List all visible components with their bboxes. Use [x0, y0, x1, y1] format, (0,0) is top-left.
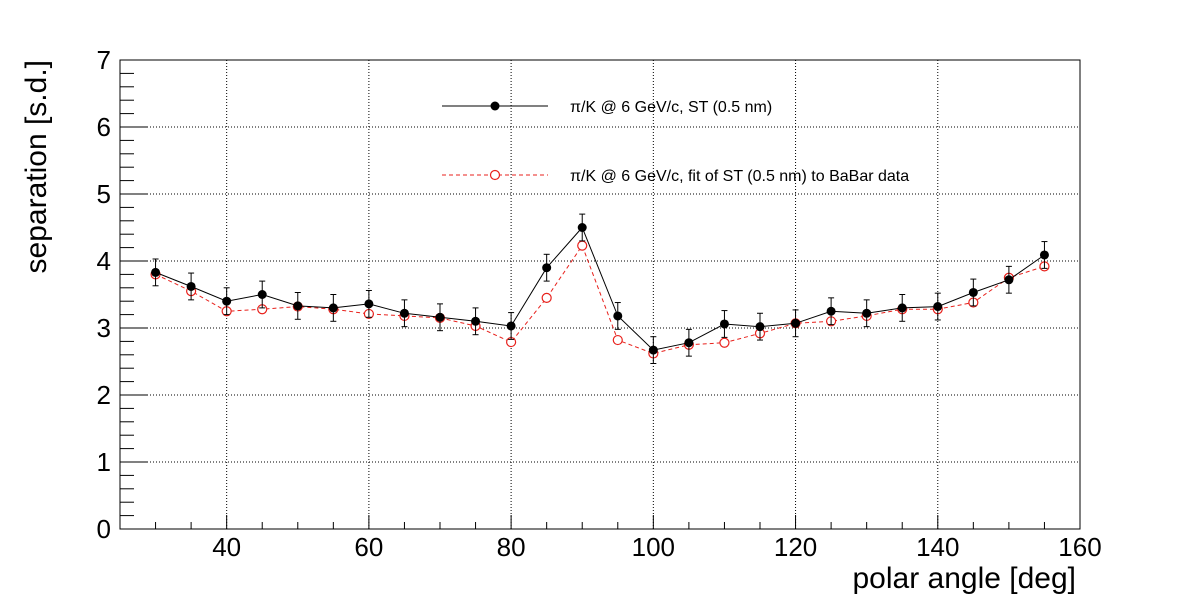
x-tick-label: 40 — [212, 532, 241, 562]
data-point — [542, 263, 552, 273]
grid — [120, 60, 1080, 529]
tick-labels: 40 60 80 100 120 140 160 0 1 2 3 4 5 6 7 — [97, 45, 1102, 562]
axis-ticks — [120, 59, 1081, 530]
data-point — [364, 299, 374, 309]
data-point — [257, 290, 267, 299]
y-tick-label: 6 — [97, 112, 111, 142]
y-tick-label: 3 — [97, 313, 111, 343]
series-line — [155, 226, 1045, 351]
data-point — [328, 303, 338, 313]
legend: π/K @ 6 GeV/c, ST (0.5 nm) π/K @ 6 GeV/c… — [442, 99, 909, 185]
data-point — [862, 308, 872, 318]
y-tick-label: 4 — [97, 246, 111, 276]
legend-label-1: π/K @ 6 GeV/c, fit of ST (0.5 nm) to BaB… — [570, 168, 909, 185]
y-axis-title: separation [s.d.] — [20, 60, 53, 273]
series-layer — [150, 213, 1050, 365]
data-point — [648, 345, 658, 355]
legend-marker-0 — [490, 101, 500, 111]
plot-frame — [119, 59, 1081, 530]
data-point — [719, 337, 730, 348]
y-tick-label: 0 — [97, 514, 111, 544]
data-point — [968, 287, 978, 297]
series-line — [155, 244, 1045, 355]
legend-marker-1 — [489, 169, 501, 181]
data-point — [577, 240, 588, 251]
data-point — [506, 321, 516, 331]
data-point — [151, 267, 161, 277]
x-tick-label: 100 — [632, 532, 675, 562]
x-tick-label: 120 — [774, 532, 817, 562]
data-point — [577, 223, 587, 232]
x-tick-label: 140 — [916, 532, 959, 562]
y-tick-label: 1 — [97, 447, 111, 477]
data-point — [755, 322, 765, 332]
data-point — [933, 302, 943, 312]
data-point — [471, 316, 481, 326]
data-point — [897, 303, 907, 313]
x-tick-label: 80 — [497, 532, 526, 562]
data-point — [612, 334, 623, 346]
data-point — [826, 306, 836, 316]
series-0 — [151, 213, 1049, 365]
data-point — [222, 296, 232, 306]
y-tick-label: 5 — [97, 179, 111, 209]
data-point — [399, 308, 409, 318]
x-tick-label: 60 — [354, 532, 383, 562]
data-point — [1004, 275, 1014, 285]
data-point — [435, 312, 445, 322]
x-tick-label: 160 — [1058, 532, 1101, 562]
y-tick-label: 7 — [97, 45, 111, 75]
data-point — [186, 281, 196, 291]
data-point — [719, 319, 729, 329]
series-1 — [150, 240, 1050, 359]
legend-label-0: π/K @ 6 GeV/c, ST (0.5 nm) — [570, 99, 772, 116]
x-axis-title: polar angle [deg] — [852, 562, 1076, 595]
data-point — [541, 292, 552, 303]
data-point — [293, 301, 303, 311]
y-tick-label: 2 — [97, 380, 111, 410]
data-point — [1039, 250, 1049, 260]
data-point — [791, 318, 801, 328]
data-point — [613, 311, 623, 321]
data-point — [684, 338, 694, 348]
